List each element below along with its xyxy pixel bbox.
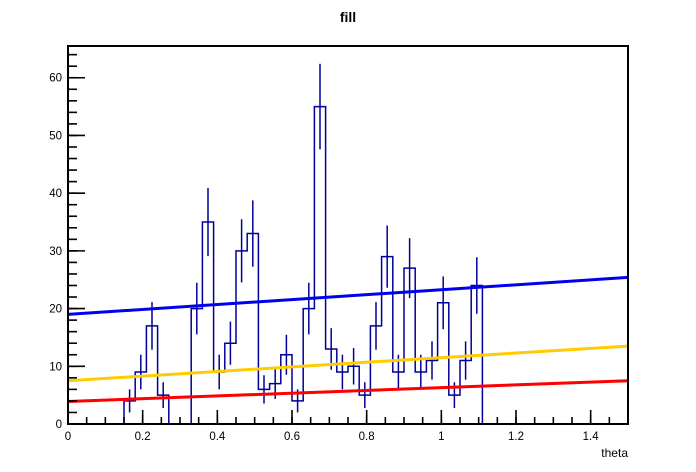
y-tick-label: 20 — [49, 304, 62, 316]
red-fit-line — [67, 379, 629, 403]
plot-frame — [67, 45, 629, 425]
y-tick-label: 50 — [49, 130, 62, 142]
yellow-fit-line — [67, 344, 629, 383]
x-tick-label: 0.4 — [209, 431, 226, 443]
x-tick-label: 0 — [65, 431, 71, 443]
x-tick-label: 0.2 — [135, 431, 151, 443]
x-tick-label: 0.8 — [359, 431, 375, 443]
x-axis-title: theta — [601, 446, 628, 460]
y-tick-label: 0 — [56, 419, 62, 431]
histogram — [68, 63, 628, 425]
y-tick-label: 60 — [49, 73, 62, 85]
fit-lines — [67, 275, 629, 403]
blue-fit-line — [67, 275, 629, 316]
x-tick-label: 1.4 — [583, 431, 600, 443]
axes-tick-labels: 0 0.2 0.4 0.6 0.8 1 1.2 1.4 0 10 20 30 40 50 60 — [49, 73, 599, 443]
y-tick-label: 40 — [49, 188, 62, 200]
y-tick-label: 30 — [49, 246, 62, 258]
histogram-outline — [68, 105, 628, 425]
chart-title: fill — [340, 9, 356, 25]
x-tick-label: 1 — [438, 431, 444, 443]
x-tick-label: 1.2 — [508, 431, 524, 443]
y-tick-label: 10 — [49, 361, 62, 373]
x-tick-label: 0.6 — [284, 431, 300, 443]
